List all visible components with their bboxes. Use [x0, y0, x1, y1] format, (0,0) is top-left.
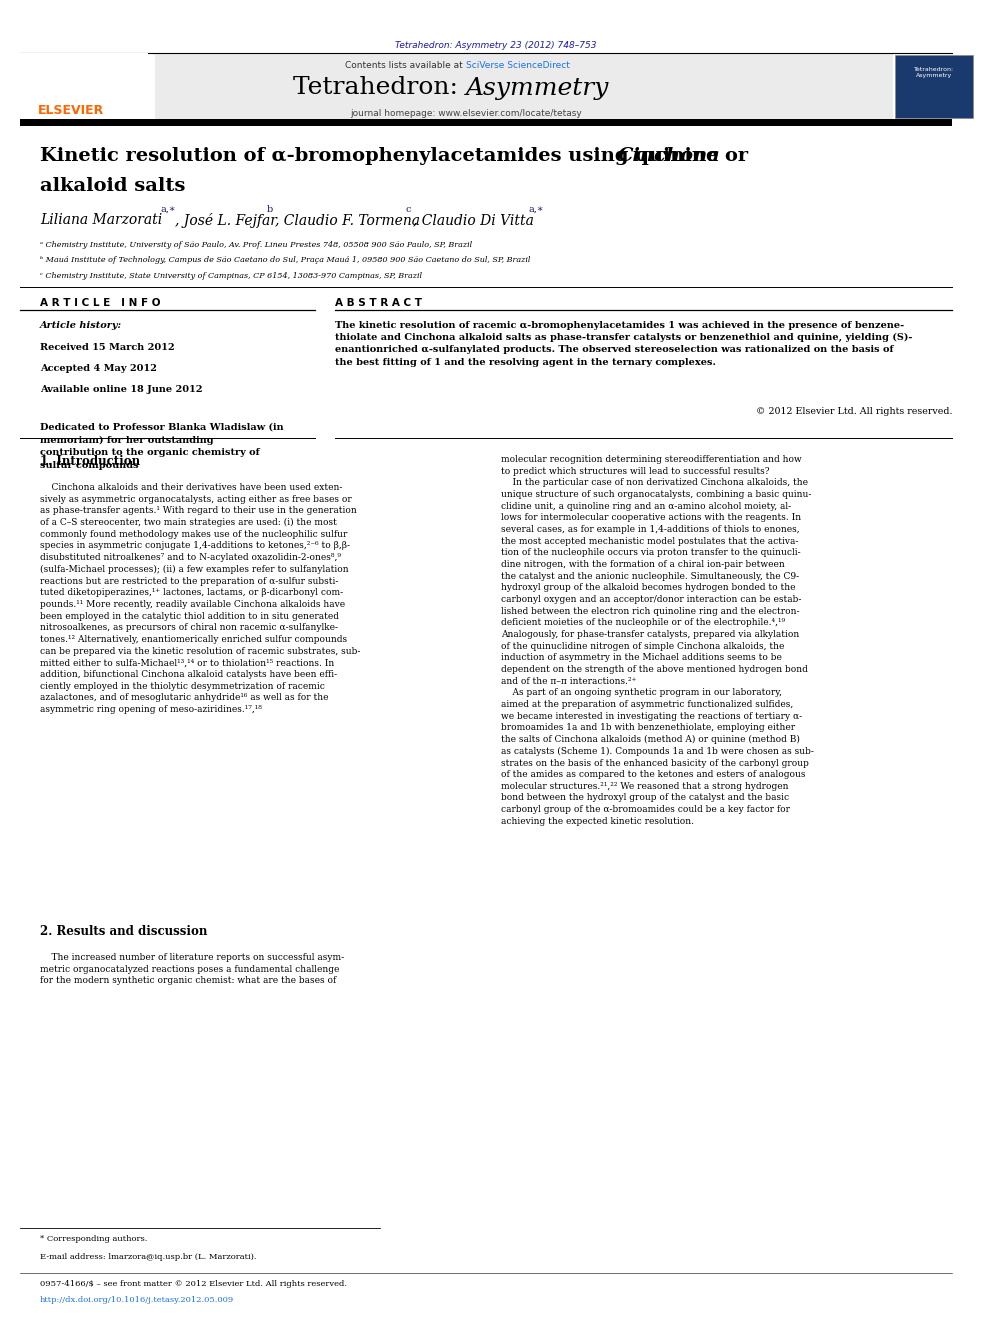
Bar — [18, 53, 148, 120]
Text: Cinchona: Cinchona — [618, 147, 721, 165]
Text: The kinetic resolution of racemic α-bromophenylacetamides 1 was achieved in the : The kinetic resolution of racemic α-brom… — [335, 321, 913, 366]
Text: SciVerse ScienceDirect: SciVerse ScienceDirect — [466, 61, 569, 70]
Text: a,∗: a,∗ — [528, 205, 544, 214]
Text: ᵇ Mauá Institute of Technology, Campus de São Caetano do Sul, Praça Mauá 1, 0958: ᵇ Mauá Institute of Technology, Campus d… — [40, 257, 531, 265]
Text: The increased number of literature reports on successful asym-
metric organocata: The increased number of literature repor… — [40, 953, 344, 986]
Text: , Claudio F. Tormena: , Claudio F. Tormena — [275, 213, 425, 228]
Text: A R T I C L E   I N F O: A R T I C L E I N F O — [40, 298, 161, 308]
Text: A B S T R A C T: A B S T R A C T — [335, 298, 422, 308]
Text: Dedicated to Professor Blanka Wladislaw (in
memoriam) for her outstanding
contri: Dedicated to Professor Blanka Wladislaw … — [40, 423, 284, 470]
Bar — [895, 56, 973, 118]
Text: , Claudio Di Vitta: , Claudio Di Vitta — [413, 213, 539, 228]
Text: Article history:: Article history: — [40, 321, 122, 329]
Text: Kinetic resolution of α-bromophenylacetamides using quinine or: Kinetic resolution of α-bromophenylaceta… — [40, 147, 755, 165]
Text: 2. Results and discussion: 2. Results and discussion — [40, 925, 207, 938]
Text: ᵃ Chemistry Institute, University of São Paulo, Av. Prof. Lineu Prestes 748, 055: ᵃ Chemistry Institute, University of São… — [40, 241, 472, 249]
Text: journal homepage: www.elsevier.com/locate/tetasy: journal homepage: www.elsevier.com/locat… — [350, 108, 582, 118]
Text: Cinchona alkaloids and their derivatives have been used exten-
sively as asymmet: Cinchona alkaloids and their derivatives… — [40, 483, 360, 714]
Text: b: b — [267, 205, 273, 214]
Text: ELSEVIER: ELSEVIER — [38, 105, 104, 118]
Bar — [155, 53, 893, 120]
Text: http://dx.doi.org/10.1016/j.tetasy.2012.05.009: http://dx.doi.org/10.1016/j.tetasy.2012.… — [40, 1297, 234, 1304]
Text: molecular recognition determining stereodifferentiation and how
to predict which: molecular recognition determining stereo… — [501, 455, 813, 826]
Text: , José L. Fejfar: , José L. Fejfar — [175, 213, 282, 228]
Text: Available online 18 June 2012: Available online 18 June 2012 — [40, 385, 202, 394]
Bar — [20, 119, 952, 126]
Text: E-mail address: lmarzora@iq.usp.br (L. Marzorati).: E-mail address: lmarzora@iq.usp.br (L. M… — [40, 1253, 257, 1261]
Text: 0957-4166/$ – see front matter © 2012 Elsevier Ltd. All rights reserved.: 0957-4166/$ – see front matter © 2012 El… — [40, 1279, 347, 1289]
Text: Asymmetry: Asymmetry — [466, 77, 609, 99]
Text: Tetrahedron: Asymmetry 23 (2012) 748–753: Tetrahedron: Asymmetry 23 (2012) 748–753 — [395, 41, 597, 50]
Text: Received 15 March 2012: Received 15 March 2012 — [40, 343, 175, 352]
Text: * Corresponding authors.: * Corresponding authors. — [40, 1234, 148, 1244]
Text: 1. Introduction: 1. Introduction — [40, 455, 140, 468]
Text: Contents lists available at: Contents lists available at — [345, 61, 466, 70]
Text: a,∗: a,∗ — [160, 205, 176, 214]
Text: Liliana Marzorati: Liliana Marzorati — [40, 213, 167, 228]
Text: alkaloid salts: alkaloid salts — [40, 177, 186, 194]
Text: Tetrahedron:
Asymmetry: Tetrahedron: Asymmetry — [914, 67, 954, 78]
Text: Accepted 4 May 2012: Accepted 4 May 2012 — [40, 364, 157, 373]
Text: ᶜ Chemistry Institute, State University of Campinas, CP 6154, 13083-970 Campinas: ᶜ Chemistry Institute, State University … — [40, 273, 422, 280]
Text: Tetrahedron:: Tetrahedron: — [293, 77, 466, 99]
Text: © 2012 Elsevier Ltd. All rights reserved.: © 2012 Elsevier Ltd. All rights reserved… — [756, 407, 952, 415]
Text: c: c — [405, 205, 411, 214]
